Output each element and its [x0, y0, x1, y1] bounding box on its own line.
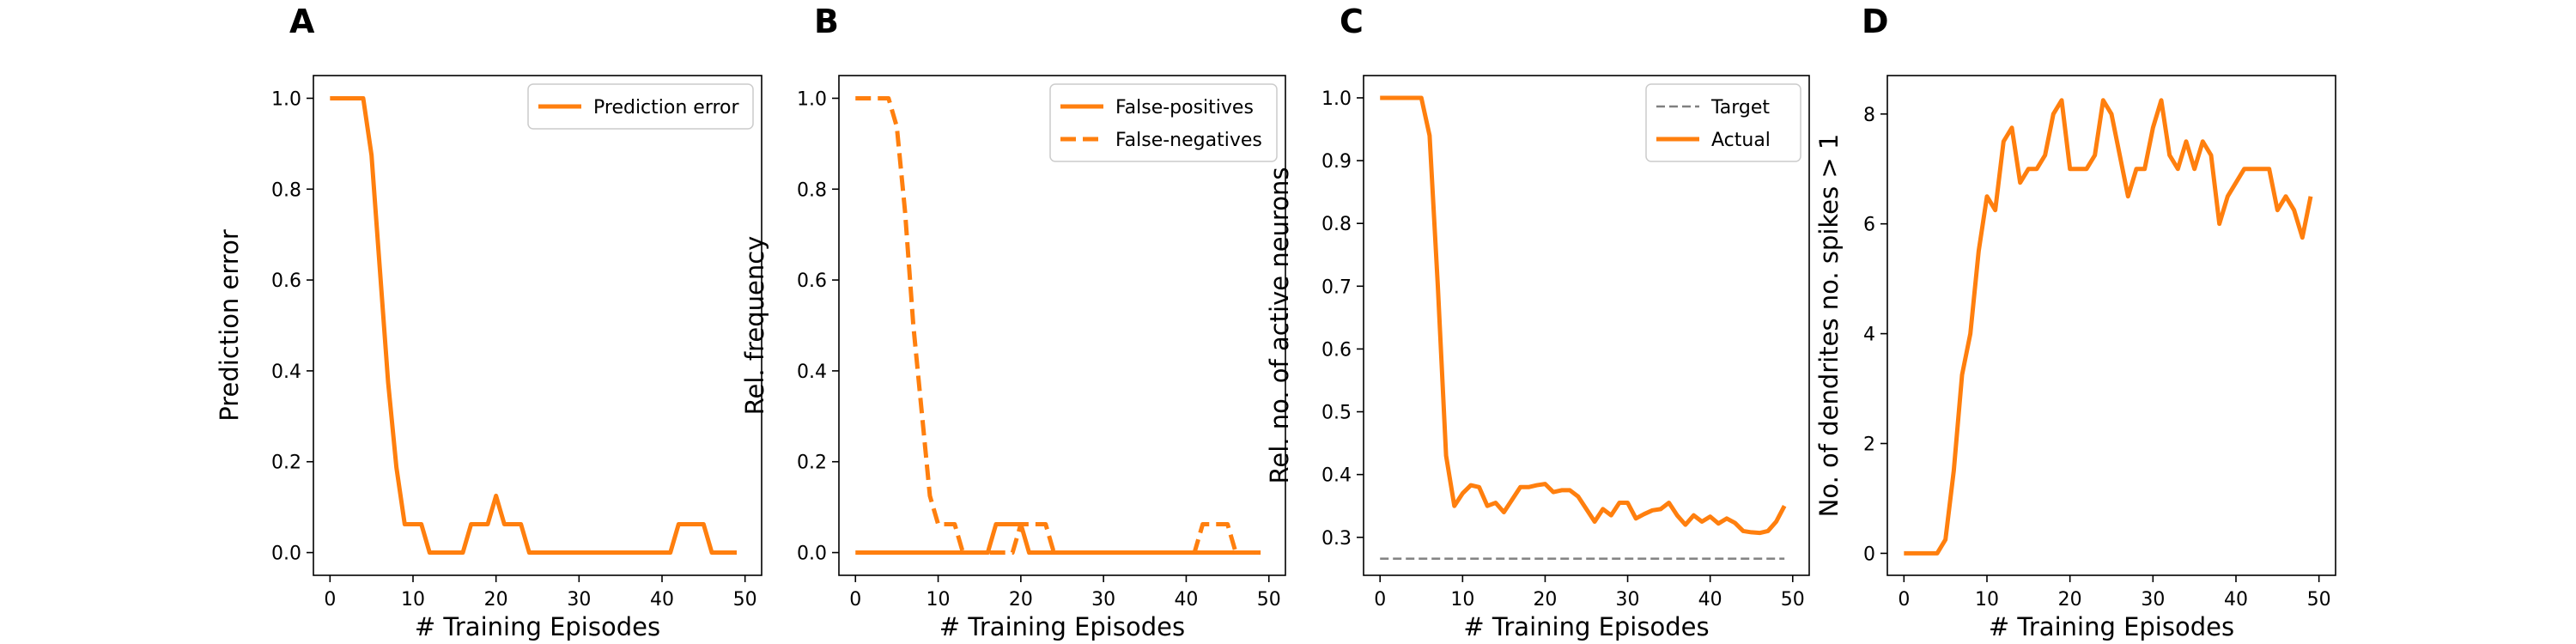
- x-tick-label: 40: [650, 589, 674, 611]
- y-tick-label: 0.6: [1321, 339, 1352, 361]
- legend-label: Prediction error: [593, 97, 739, 118]
- y-tick-label: 0.4: [797, 361, 827, 383]
- x-tick-label: 30: [1616, 589, 1640, 611]
- y-axis-title: Rel. no. of active neurons: [1265, 167, 1294, 484]
- axes-frame: [1363, 75, 1810, 576]
- series-line-prediction-error: [330, 95, 737, 556]
- y-tick-label: 0.8: [271, 179, 301, 201]
- x-tick-label: 0: [1374, 589, 1386, 611]
- x-tick-label: 30: [2141, 589, 2165, 611]
- x-tick-label: 30: [1091, 589, 1115, 611]
- panel-letter: C: [1340, 3, 1364, 40]
- panel-letter: D: [1862, 3, 1889, 40]
- series-line-actual: [1380, 95, 1787, 536]
- x-tick-label: 40: [1698, 589, 1722, 611]
- y-tick-label: 0.2: [271, 453, 301, 474]
- x-tick-label: 50: [1781, 589, 1805, 611]
- legend-label: Actual: [1711, 130, 1771, 151]
- y-tick-label: 0.4: [1321, 465, 1352, 487]
- x-tick-label: 20: [1533, 589, 1557, 611]
- y-tick-label: 2: [1863, 434, 1875, 456]
- panel-letter: A: [289, 3, 315, 40]
- y-axis-title: Rel. frequency: [740, 236, 769, 416]
- axes-frame: [313, 75, 762, 576]
- legend-label: Target: [1710, 97, 1770, 118]
- y-tick-label: 0: [1863, 544, 1875, 565]
- y-tick-label: 1.0: [1321, 88, 1352, 110]
- y-tick-label: 0.0: [797, 544, 827, 565]
- panel-letter: B: [814, 3, 839, 40]
- y-tick-label: 0.6: [797, 270, 827, 292]
- chart-panel-a: A 0 10 20 30 40 50 0.0 0.2 0.4 0.6 0.8 1.0 # Training…: [215, 3, 762, 641]
- x-tick-label: 40: [1174, 589, 1198, 611]
- chart-panel-b: B 0 10 20 30 40 50 0.0 0.2 0.4 0.6 0.8 1.0 # Training…: [740, 3, 1286, 641]
- y-tick-label: 0.7: [1321, 276, 1352, 298]
- x-tick-label: 10: [401, 589, 425, 611]
- series-line-dendrites: [1904, 98, 2313, 556]
- legend-box: [1645, 83, 1801, 162]
- x-tick-label: 10: [927, 589, 951, 611]
- x-tick-label: 20: [1009, 589, 1033, 611]
- y-tick-label: 0.8: [797, 179, 827, 201]
- y-tick-label: 6: [1863, 215, 1875, 236]
- x-tick-label: 50: [1257, 589, 1281, 611]
- series-line-false-negatives: [855, 95, 1261, 556]
- chart-panel-c: C 0 10 20 30 40 50 0.3 0.4 0.5 0.6 0.7 0.8 0.9 1.0 # Tr…: [1265, 3, 1810, 641]
- y-tick-label: 0.8: [1321, 214, 1352, 235]
- y-tick-label: 0.2: [797, 453, 827, 474]
- y-tick-label: 1.0: [797, 88, 827, 110]
- y-tick-label: 0.6: [271, 270, 301, 292]
- x-tick-label: 0: [1898, 589, 1910, 611]
- y-tick-label: 0.5: [1321, 403, 1352, 424]
- x-tick-label: 50: [2307, 589, 2331, 611]
- x-tick-label: 30: [567, 589, 591, 611]
- x-tick-label: 40: [2224, 589, 2248, 611]
- axes-frame: [838, 75, 1286, 576]
- legend-label: False-positives: [1115, 97, 1254, 118]
- x-tick-label: 10: [1450, 589, 1474, 611]
- y-tick-label: 4: [1863, 325, 1875, 346]
- chart-panel-d: D 0 10 20 30 40 50 0 2 4 6 8 # Training Episodes No. …: [1814, 3, 2336, 641]
- legend: False-positives False-negatives: [1049, 83, 1278, 162]
- legend: Target Actual: [1645, 83, 1801, 162]
- y-tick-label: 8: [1863, 105, 1875, 126]
- x-tick-label: 20: [2058, 589, 2082, 611]
- axes-frame: [1886, 75, 2336, 576]
- y-axis-title: Prediction error: [215, 229, 244, 422]
- x-tick-label: 10: [1975, 589, 1999, 611]
- legend-box: [527, 83, 754, 130]
- y-tick-label: 1.0: [271, 88, 301, 110]
- x-axis-title: # Training Episodes: [939, 612, 1185, 641]
- x-tick-label: 50: [733, 589, 757, 611]
- legend-box: [1049, 83, 1278, 162]
- x-tick-label: 0: [324, 589, 336, 611]
- legend: Prediction error: [527, 83, 754, 130]
- x-tick-label: 20: [484, 589, 508, 611]
- y-tick-label: 0.0: [271, 544, 301, 565]
- x-axis-title: # Training Episodes: [415, 612, 660, 641]
- legend-label: False-negatives: [1115, 130, 1262, 151]
- y-tick-label: 0.9: [1321, 151, 1352, 173]
- x-axis-title: # Training Episodes: [1463, 612, 1709, 641]
- y-axis-title: No. of dendrites no. spikes > 1: [1814, 134, 1844, 518]
- x-axis-title: # Training Episodes: [1989, 612, 2234, 641]
- y-tick-label: 0.3: [1321, 528, 1352, 550]
- x-tick-label: 0: [849, 589, 861, 611]
- y-tick-label: 0.4: [271, 361, 301, 383]
